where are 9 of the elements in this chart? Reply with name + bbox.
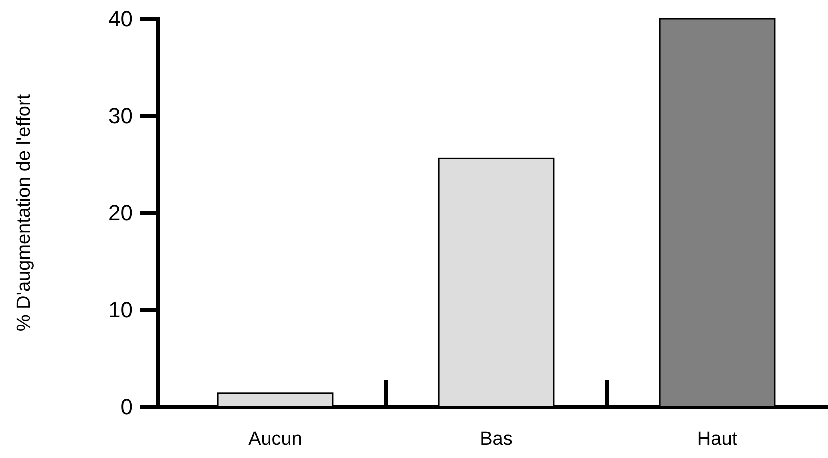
x-tick-label: Bas (480, 429, 513, 450)
y-tick-label: 0 (120, 394, 133, 420)
y-tick-label: 40 (108, 6, 133, 32)
x-tick-label: Haut (697, 429, 738, 450)
y-tick-label: 30 (108, 104, 133, 129)
y-axis-title: % D'augmentation de l'effort (14, 94, 35, 332)
y-tick-label: 20 (108, 200, 133, 226)
x-tick-label: Aucun (248, 429, 302, 450)
y-tick-label: 10 (108, 298, 133, 323)
